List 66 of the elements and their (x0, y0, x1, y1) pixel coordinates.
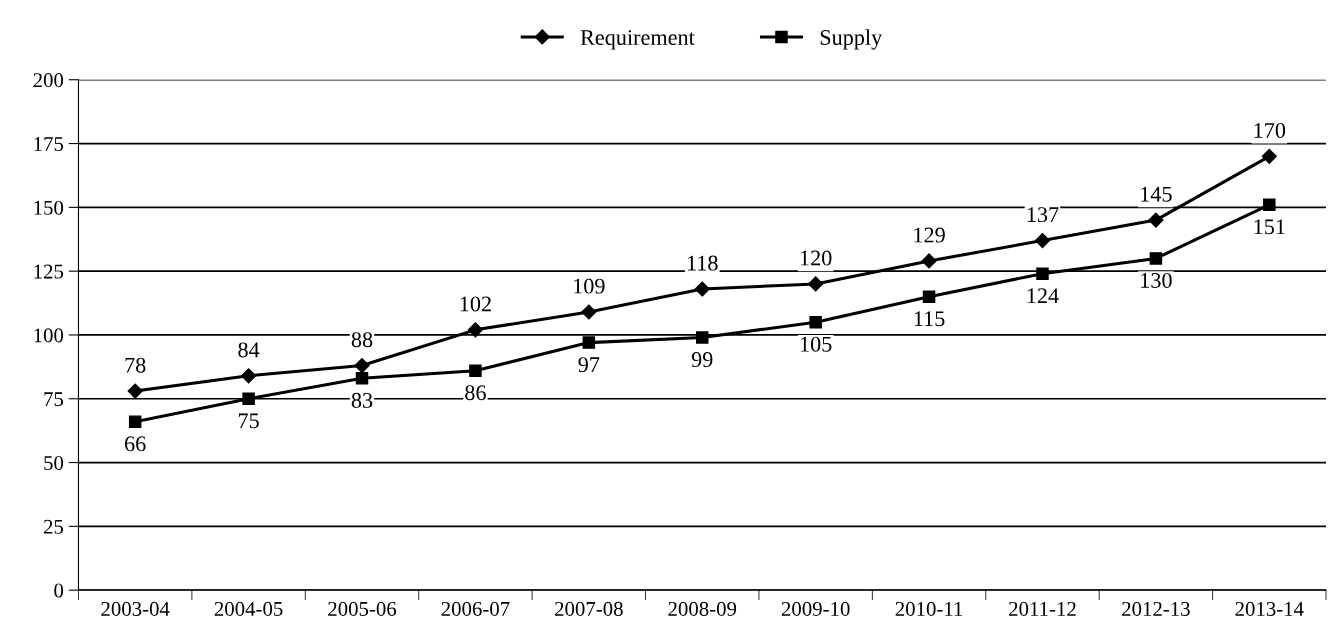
point (127, 383, 143, 399)
x-tick-label: 2013-14 (1235, 601, 1304, 616)
y-tick-label: 175 (34, 137, 64, 151)
y-tick-label: 200 (33, 73, 64, 88)
point (1034, 232, 1051, 249)
point (1036, 267, 1049, 280)
x-tick-label: 2004-05 (214, 601, 283, 616)
point (695, 331, 709, 344)
data-label: 86 (465, 385, 486, 401)
data-label: 102 (460, 296, 491, 312)
y-tick-label: 150 (34, 200, 64, 215)
data-label: 66 (125, 436, 146, 452)
point (354, 358, 370, 374)
point (241, 368, 257, 384)
x-tick-label: 2003-04 (101, 601, 170, 616)
point (128, 415, 142, 428)
data-label: 170 (1254, 122, 1286, 138)
legend-label: Requirement (580, 30, 695, 50)
point (1263, 198, 1276, 212)
point (808, 276, 824, 292)
data-label: 97 (578, 357, 600, 373)
point (469, 364, 482, 377)
data-label: 84 (238, 342, 260, 358)
y-tick-label: 25 (43, 519, 64, 534)
data-label: 105 (800, 336, 832, 352)
data-label: 120 (800, 250, 832, 266)
data-label: 99 (691, 352, 713, 368)
x-tick-label: 2011-12 (1009, 601, 1076, 616)
point (581, 304, 597, 320)
point (242, 392, 255, 406)
y-tick-label: 100 (34, 328, 64, 343)
data-label: 151 (1254, 219, 1285, 235)
x-tick-label: 2007-08 (555, 601, 623, 616)
data-label: 109 (574, 278, 605, 294)
legend-label: Supply (820, 29, 883, 50)
data-label: 75 (238, 413, 259, 429)
y-tick-label: 0 (54, 583, 64, 598)
data-label: 137 (1027, 207, 1059, 223)
data-label: 115 (914, 311, 945, 327)
data-label: 83 (351, 392, 373, 408)
data-label: 78 (125, 357, 146, 373)
x-tick-label: 2006-07 (441, 601, 510, 616)
point (1149, 252, 1163, 265)
point (355, 372, 369, 385)
data-label: 124 (1027, 288, 1059, 304)
data-label: 88 (351, 332, 373, 348)
point (694, 281, 710, 297)
data-label: 130 (1141, 272, 1172, 288)
point (582, 336, 596, 349)
y-tick-label: 75 (44, 392, 64, 407)
x-tick-label: 2010-11 (895, 601, 963, 616)
data-label: 145 (1141, 186, 1172, 202)
x-tick-label: 2009-10 (781, 601, 850, 616)
point (922, 290, 936, 303)
y-tick-label: 125 (34, 264, 64, 279)
y-tick-label: 50 (44, 455, 64, 470)
data-label: 118 (687, 255, 718, 271)
point (467, 322, 483, 338)
point (1261, 148, 1277, 164)
x-tick-label: 2008-09 (668, 601, 737, 616)
point (809, 315, 822, 329)
point (921, 253, 937, 269)
point (1148, 212, 1164, 228)
data-label: 129 (914, 227, 945, 243)
x-tick-label: 2005-06 (328, 601, 397, 616)
x-tick-label: 2012-13 (1122, 601, 1190, 616)
